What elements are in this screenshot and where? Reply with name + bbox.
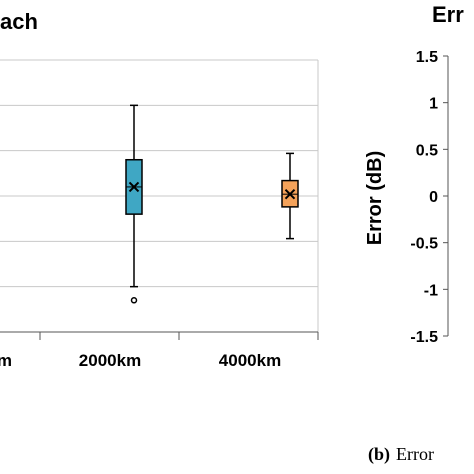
mean-marker xyxy=(284,188,296,200)
y-tick-label: 0 xyxy=(429,189,438,206)
left-gridlines xyxy=(0,104,318,288)
mean-marker xyxy=(128,181,140,193)
x-tick-label-4000km: 4000km xyxy=(219,351,281,370)
y-tick-label: 1.5 xyxy=(416,49,438,66)
right-y-ticks: 1.5 1 0.5 0 -0.5 -1 -1.5 xyxy=(410,49,448,346)
left-chart-title: ach xyxy=(0,9,38,34)
left-boxplots xyxy=(125,104,299,304)
y-tick-label: 0.5 xyxy=(416,142,438,159)
x-tick-label-2000km: 2000km xyxy=(79,351,141,370)
right-y-axis-label: Error (dB) xyxy=(364,151,386,245)
caption-label: (b) xyxy=(368,444,390,465)
boxplot-4000km xyxy=(281,152,299,240)
y-tick-label: -0.5 xyxy=(410,236,438,253)
y-tick-label: -1 xyxy=(424,282,438,299)
caption-text: Error xyxy=(396,444,434,464)
figure-caption: (b) Error xyxy=(368,444,434,465)
right-chart-title: Err xyxy=(432,2,464,27)
x-tick-label-0km: 0km xyxy=(0,351,12,370)
outlier-point xyxy=(130,297,138,304)
y-tick-label: 1 xyxy=(429,96,438,113)
y-tick-label: -1.5 xyxy=(410,329,438,346)
boxplot-2000km xyxy=(125,104,143,304)
